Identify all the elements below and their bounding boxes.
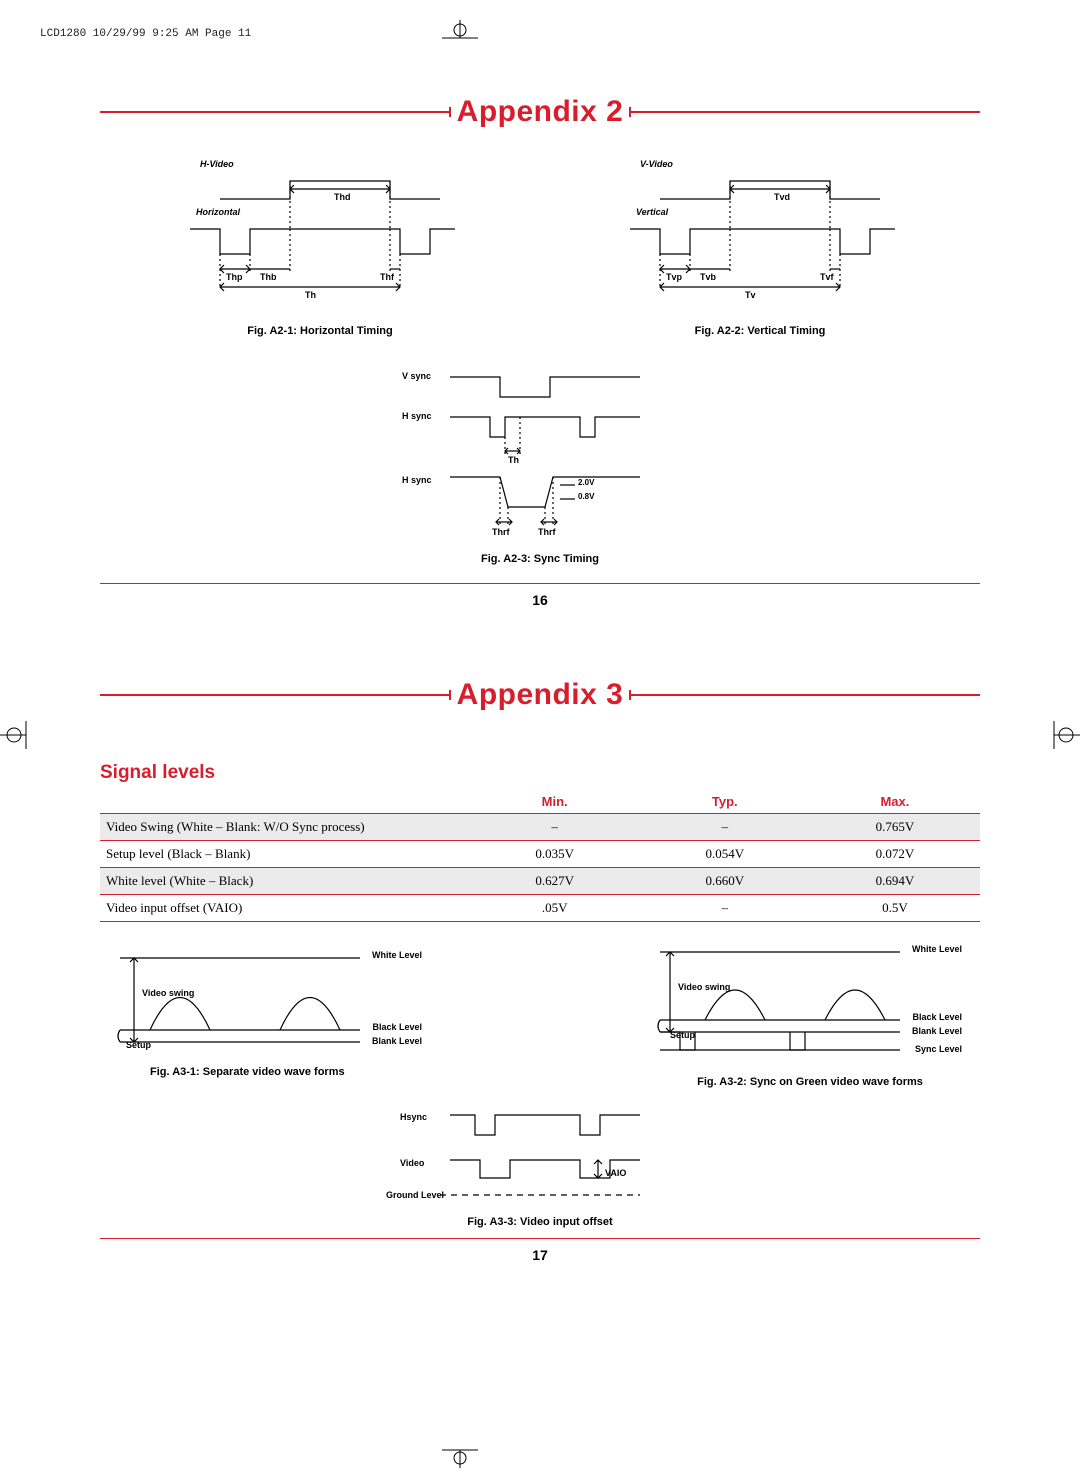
appendix-3-bottom-rule [100,1238,980,1239]
signal-levels-heading: Signal levels [100,762,980,784]
fig-a2-1-caption: Fig. A2-1: Horizontal Timing [180,325,460,337]
crop-mark-left [0,715,36,755]
fig-a2-1: H-Video Horizontal Thd Thp Thb Thf Th Fi… [180,159,460,337]
vertical-timing-diagram [620,159,900,319]
col-typ: Typ. [640,790,810,814]
appendix-3-title: Appendix 3 [451,678,630,712]
horizontal-timing-diagram [180,159,460,319]
fig-a3-2: White Level Video swing Black Level Setu… [640,940,980,1088]
table-row: Video input offset (VAIO) .05V – 0.5V [100,895,980,922]
fig-a2-2-caption: Fig. A2-2: Vertical Timing [620,325,900,337]
fig-a2-2: V-Video Vertical Tvd Tvp Tvb Tvf Tv Fig.… [620,159,900,337]
fig-a3-2-caption: Fig. A3-2: Sync on Green video wave form… [640,1076,980,1088]
fig-a3-3-caption: Fig. A3-3: Video input offset [380,1216,700,1228]
table-row: Setup level (Black – Blank) 0.035V 0.054… [100,841,980,868]
fig-a3-3: Hsync Video VAIO Ground Level Fig. A3-3:… [380,1100,700,1228]
sync-timing-diagram [390,357,690,547]
table-row: White level (White – Black) 0.627V 0.660… [100,868,980,895]
print-header: LCD1280 10/29/99 9:25 AM Page 11 [40,28,251,40]
crop-mark-right [1044,715,1080,755]
appendix-2-bottom-rule [100,583,980,584]
signal-levels-table: Min. Typ. Max. Video Swing (White – Blan… [100,790,980,922]
fig-a3-1-caption: Fig. A3-1: Separate video wave forms [150,1066,440,1078]
crop-mark-top [430,20,490,50]
col-min: Min. [470,790,640,814]
appendix-2-title-row: Appendix 2 [100,95,980,129]
col-max: Max. [810,790,980,814]
page-number-16: 16 [0,592,1080,608]
appendix-2-title: Appendix 2 [451,95,630,129]
table-row: Video Swing (White – Blank: W/O Sync pro… [100,814,980,841]
page-number-17: 17 [0,1247,1080,1263]
appendix-3-title-row: Appendix 3 [100,678,980,712]
fig-a2-3: V sync H sync Th H sync 2.0V 0.8V Thrf T… [390,357,690,565]
crop-mark-bottom [430,1438,490,1468]
fig-a3-1: White Level Video swing Black Level Setu… [100,940,440,1088]
fig-a2-3-caption: Fig. A2-3: Sync Timing [390,553,690,565]
